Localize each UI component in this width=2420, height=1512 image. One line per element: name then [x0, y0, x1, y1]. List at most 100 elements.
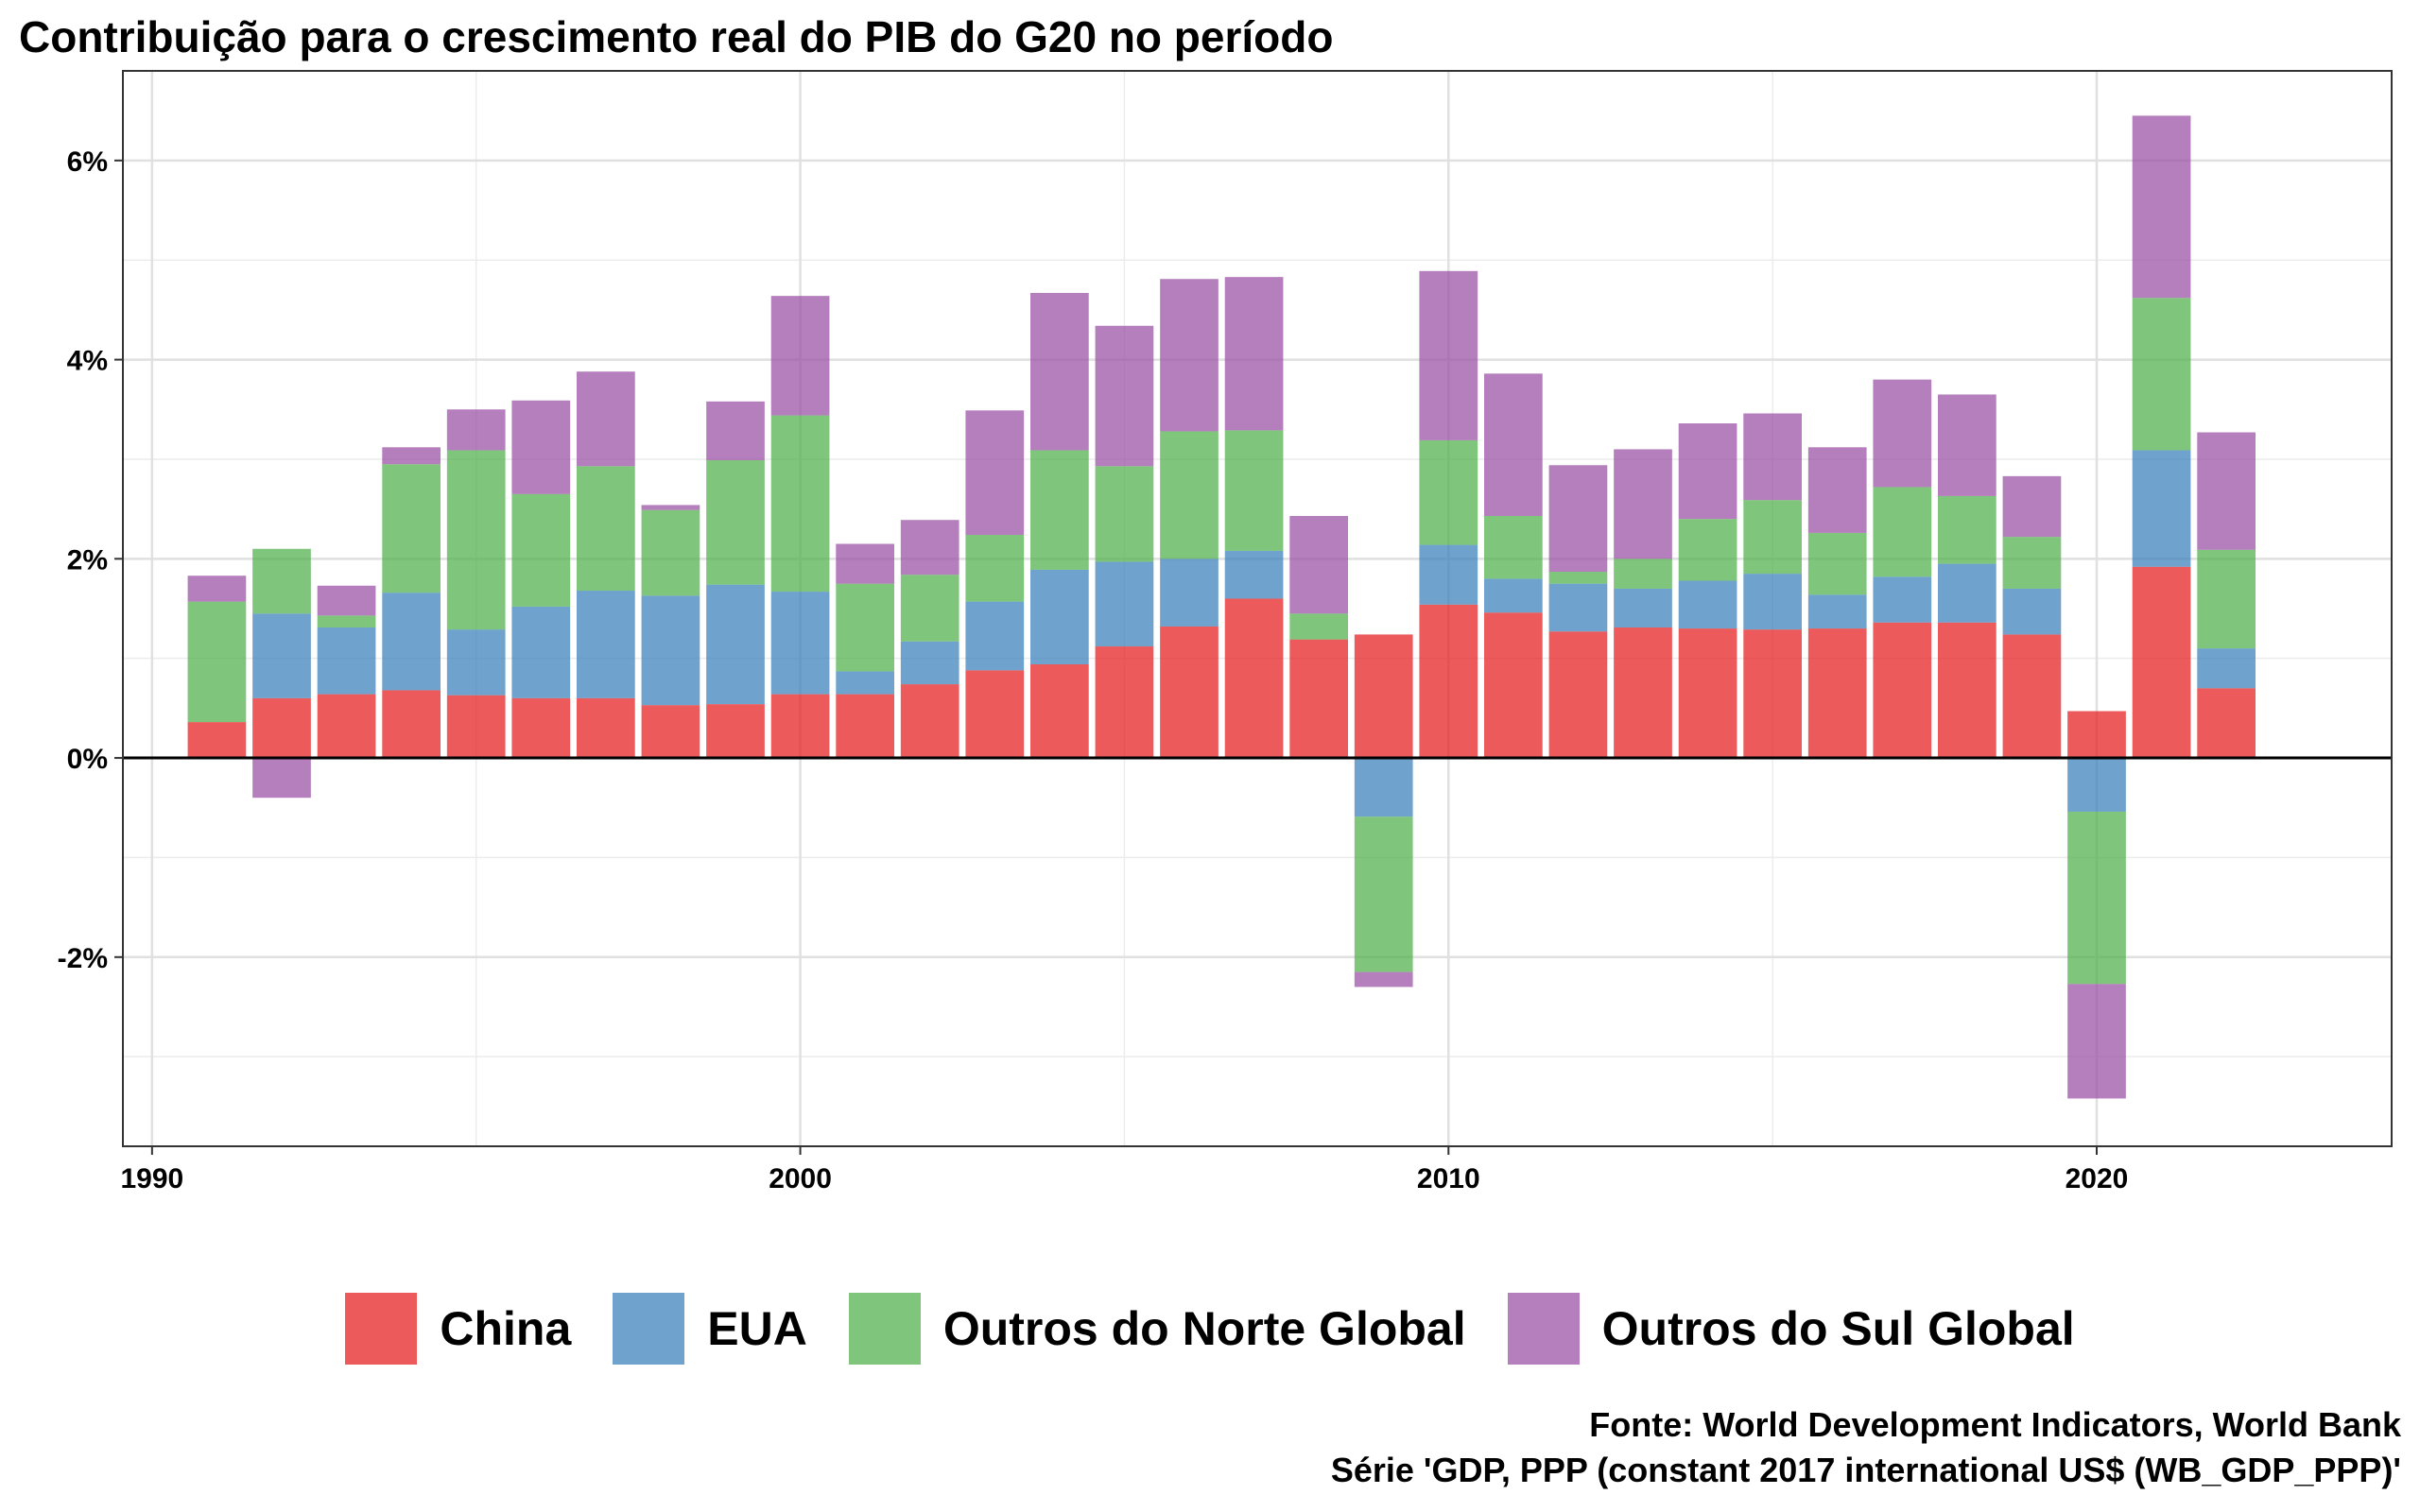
bar-segment — [2067, 984, 2126, 1099]
bar-segment — [1354, 758, 1413, 817]
bar-segment — [511, 493, 571, 607]
x-tick-label: 2000 — [769, 1163, 832, 1194]
bar-segment — [1807, 594, 1867, 629]
bar-segment — [900, 641, 959, 685]
bar-segment — [317, 585, 376, 616]
bar-segment — [187, 722, 247, 759]
bar-segment — [770, 694, 830, 759]
bar-segment — [1614, 627, 1672, 759]
bar-segment — [1030, 569, 1089, 665]
bar-segment — [900, 575, 959, 642]
bar-segment — [1419, 604, 1478, 759]
bar-segment — [2132, 298, 2191, 451]
bar-segment — [1873, 576, 1932, 623]
bar-segment — [965, 601, 1025, 671]
bar-segment — [577, 371, 635, 467]
bar-segment — [2002, 634, 2062, 759]
bar-segment — [1614, 588, 1672, 628]
bar-segment — [1678, 580, 1737, 629]
bar-segment — [1548, 572, 1608, 584]
bar-segment — [770, 592, 830, 695]
bar-segment — [511, 400, 571, 494]
legend-key — [613, 1293, 685, 1365]
legend-key — [345, 1293, 418, 1365]
bar-segment — [1030, 664, 1089, 759]
bar-segment — [1419, 544, 1478, 605]
chart-title: Contribuição para o crescimento real do … — [19, 12, 1334, 61]
bar-segment — [1807, 532, 1867, 595]
bar-segment — [1354, 634, 1413, 759]
legend-item: Outros do Norte Global — [848, 1293, 1466, 1365]
bar-segment — [1095, 561, 1154, 647]
bar-segment — [836, 543, 894, 584]
x-tick-label: 2010 — [1417, 1163, 1480, 1194]
bar-segment — [1419, 270, 1478, 440]
bar-segment — [2132, 450, 2191, 567]
bar-segment — [511, 697, 571, 759]
bar-segment — [706, 584, 765, 705]
bar-segment — [1548, 583, 1608, 632]
bar-segment — [706, 704, 765, 759]
bar-segment — [706, 401, 765, 460]
bar-segment — [1095, 325, 1154, 467]
bar-segment — [1743, 629, 1802, 759]
bar-segment — [577, 697, 635, 759]
bar-segment — [2197, 432, 2256, 550]
caption-source: Fonte: World Development Indicators, Wor… — [1589, 1405, 2401, 1444]
bar-segment — [2067, 758, 2126, 812]
bar-segment — [252, 613, 311, 698]
bar-segment — [382, 593, 441, 691]
bar-segment — [511, 606, 571, 698]
bar-segment — [836, 583, 894, 672]
bar-segment — [1938, 394, 1996, 496]
legend-item: China — [345, 1293, 571, 1365]
bar-segment — [2132, 566, 2191, 759]
bar-segment — [1678, 423, 1737, 520]
bar-segment — [252, 697, 311, 759]
bar-segment — [1548, 631, 1608, 759]
bar-segment — [446, 409, 506, 451]
bar-segment — [2002, 537, 2062, 589]
bar-segment — [1743, 413, 1802, 501]
x-tick-label: 2020 — [2066, 1163, 2129, 1194]
bar-segment — [1938, 563, 1996, 623]
bar-segment — [1743, 574, 1802, 630]
bar-segment — [1807, 628, 1867, 759]
bar-segment — [252, 758, 311, 799]
bar-segment — [1678, 519, 1737, 581]
bar-segment — [641, 509, 700, 596]
legend-label: China — [440, 1302, 572, 1355]
bar-segment — [900, 684, 959, 759]
bar-segment — [187, 576, 247, 602]
bar-segment — [317, 615, 376, 628]
bar-segment — [1160, 431, 1219, 559]
bar-segment — [1873, 379, 1932, 488]
bar-segment — [2067, 811, 2126, 985]
bar-segment — [1030, 450, 1089, 570]
bar-segment — [965, 410, 1025, 536]
y-tick-label: -2% — [58, 943, 108, 974]
legend-label: EUA — [707, 1302, 807, 1355]
y-tick-label: 4% — [67, 346, 108, 377]
axis-layer: -2% 0% 2% 4% 6% 1990 2000 2010 2020 — [58, 146, 2129, 1194]
legend-key — [848, 1293, 921, 1365]
bar-segment — [2197, 549, 2256, 649]
bar-segment — [446, 629, 506, 696]
bar-segment — [577, 591, 635, 698]
bar-segment — [1289, 639, 1348, 759]
panel-border — [122, 70, 2393, 1147]
bar-segment — [2002, 475, 2062, 538]
bar-segment — [317, 627, 376, 695]
bar-segment — [900, 520, 959, 576]
bar-segment — [1743, 500, 1802, 575]
bar-segment — [1224, 430, 1284, 551]
legend-label: Outros do Norte Global — [942, 1302, 1466, 1355]
bar-segment — [1095, 466, 1154, 562]
bar-segment — [446, 695, 506, 759]
bar-layer — [187, 115, 2256, 1099]
bar-segment — [1095, 646, 1154, 759]
bar-segment — [1289, 516, 1348, 614]
bar-segment — [2067, 711, 2126, 759]
bar-segment — [965, 670, 1025, 759]
